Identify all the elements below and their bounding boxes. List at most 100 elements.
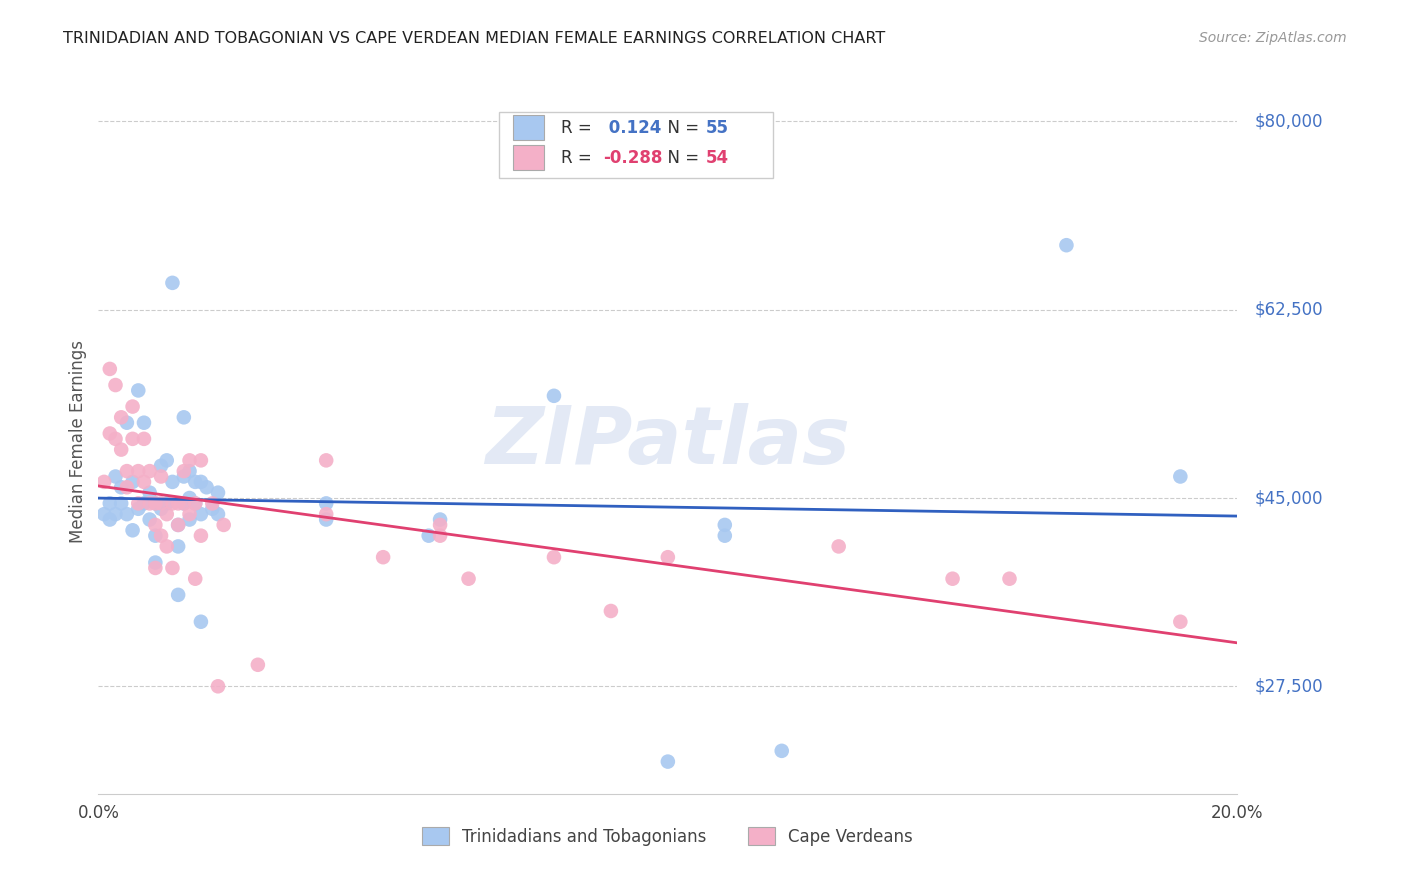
Point [156,507,179,521]
Point [167,588,190,602]
Point [167,496,190,510]
Point [246,657,269,672]
Point [156,453,179,467]
Point [150,529,173,543]
Point [138,512,160,526]
Text: N =: N = [657,119,704,136]
Point [150,458,173,473]
Point [173,496,195,510]
Text: 0.124: 0.124 [603,119,662,136]
Point [145,556,167,570]
Point [132,496,155,510]
Point [543,550,565,565]
Point [315,507,337,521]
Point [127,384,149,398]
Point [190,615,212,629]
Text: $45,000: $45,000 [1254,489,1323,507]
Point [184,572,207,586]
Text: $80,000: $80,000 [1254,112,1323,130]
Text: $27,500: $27,500 [1254,677,1323,695]
Point [179,491,201,505]
Point [167,517,190,532]
Point [942,572,965,586]
Point [173,496,195,510]
Point [373,550,395,565]
Point [132,416,155,430]
Point [600,604,623,618]
Point [167,517,190,532]
Point [190,475,212,489]
Point [657,755,679,769]
Point [132,432,155,446]
Point [179,512,201,526]
Point [127,464,149,478]
Point [429,512,451,526]
Point [179,464,201,478]
Legend: Trinidadians and Tobagonians, Cape Verdeans: Trinidadians and Tobagonians, Cape Verde… [416,821,920,853]
Point [115,464,138,478]
Point [190,507,212,521]
Point [162,276,184,290]
Point [212,517,235,532]
Point [179,507,201,521]
Point [315,496,337,510]
Point [201,501,224,516]
Point [115,480,138,494]
Point [93,507,115,521]
Point [770,744,793,758]
Point [190,529,212,543]
Point [138,485,160,500]
Text: R =: R = [561,119,598,136]
Point [127,496,149,510]
Point [138,464,160,478]
Text: -0.288: -0.288 [603,149,662,167]
Point [184,475,207,489]
Text: R =: R = [561,149,598,167]
Point [207,507,229,521]
Point [201,496,224,510]
Point [104,469,127,483]
Point [173,469,195,483]
Point [714,529,737,543]
Point [179,453,201,467]
Point [315,453,337,467]
Point [184,496,207,510]
Point [104,507,127,521]
Point [110,480,132,494]
Point [98,512,121,526]
Point [184,496,207,510]
Point [145,561,167,575]
Point [93,475,115,489]
Text: $62,500: $62,500 [1254,301,1323,318]
Point [110,442,132,457]
Point [121,475,143,489]
Point [98,426,121,441]
Point [115,416,138,430]
Point [115,507,138,521]
Point [714,517,737,532]
Point [145,496,167,510]
Point [145,529,167,543]
Text: 54: 54 [706,149,728,167]
Point [167,540,190,554]
Point [145,496,167,510]
Point [173,464,195,478]
Text: ZIPatlas: ZIPatlas [485,402,851,481]
Point [1170,469,1192,483]
Point [998,572,1021,586]
Y-axis label: Median Female Earnings: Median Female Earnings [69,340,87,543]
Point [98,362,121,376]
Point [121,400,143,414]
Point [173,410,195,425]
Point [110,410,132,425]
Text: Source: ZipAtlas.com: Source: ZipAtlas.com [1199,31,1347,45]
Point [98,496,121,510]
Point [457,572,479,586]
Point [657,550,679,565]
Point [150,469,173,483]
Point [121,524,143,538]
Point [132,475,155,489]
Point [195,480,218,494]
Point [162,496,184,510]
Point [156,540,179,554]
